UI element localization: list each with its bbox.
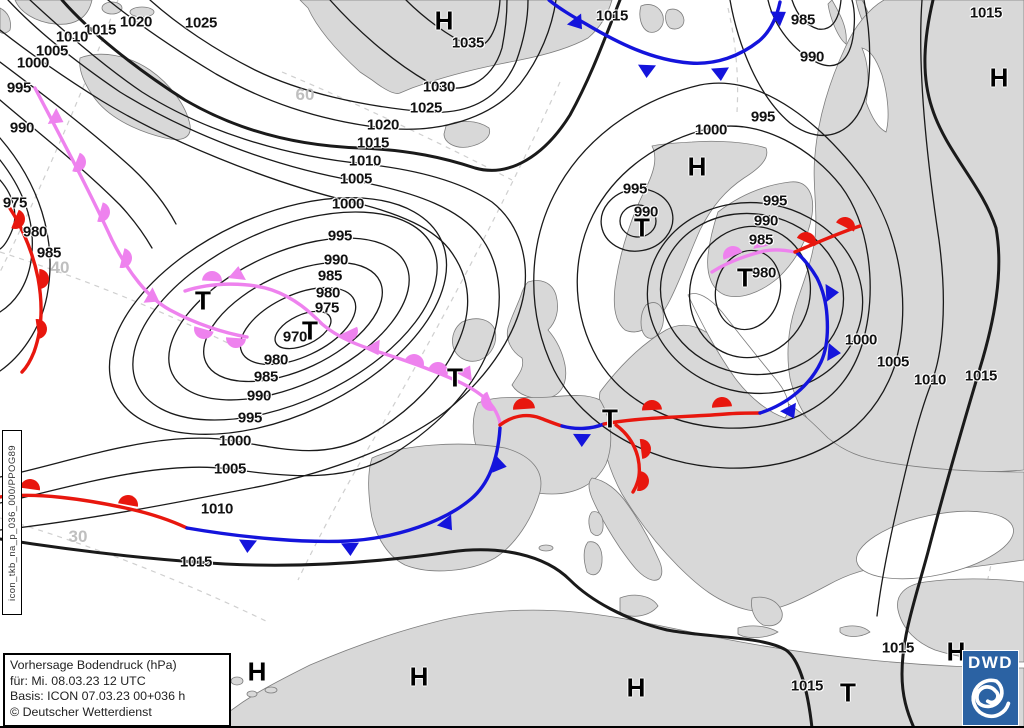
- product-id-label: icon_tkb_na_p_036_000/PPOG89: [6, 444, 18, 601]
- iberia: [368, 443, 542, 572]
- isobar-1005: [533, 82, 904, 469]
- sardinia: [583, 541, 603, 576]
- arctic-island: [129, 6, 155, 18]
- occluded-front-symbols: [47, 108, 771, 411]
- warm-front: [2, 198, 43, 374]
- isobar-1025: [149, 0, 529, 113]
- arctic-island: [827, 0, 847, 45]
- balearic-island: [538, 544, 554, 552]
- peloponnese: [751, 596, 783, 627]
- isobar-980: [0, 159, 33, 313]
- isobar-995: [600, 188, 674, 252]
- isobar-985: [791, 0, 842, 30]
- isobar-995: [646, 201, 864, 395]
- corsica: [588, 511, 604, 536]
- isobar-990: [0, 99, 153, 249]
- scandinavia: [613, 140, 768, 333]
- dwd-logo-text: DWD: [967, 653, 1014, 672]
- isobar-995: [0, 61, 177, 225]
- product-id-box: icon_tkb_na_p_036_000/PPOG89: [2, 430, 22, 615]
- arctic-island: [0, 7, 11, 34]
- isobar-1010: [0, 0, 527, 531]
- isobar-1030: [329, 0, 508, 89]
- canary-island: [246, 690, 258, 698]
- svalbard: [665, 8, 685, 30]
- isobar-970: [274, 310, 332, 350]
- labrador: [79, 53, 191, 140]
- isobar-975: [0, 179, 16, 250]
- cyprus: [839, 625, 871, 637]
- isobar-985: [168, 237, 410, 401]
- crete: [737, 625, 779, 638]
- cold-front: [560, 422, 606, 431]
- black-sea: [856, 510, 1014, 580]
- great-britain: [506, 280, 567, 399]
- chart-title: Vorhersage Bodendruck (hPa): [10, 658, 177, 672]
- isobar-985: [0, 137, 51, 372]
- isobar-995: [729, 0, 871, 137]
- isobar-1015: [0, 537, 814, 728]
- occluded-front: [33, 86, 249, 339]
- isobar-1015: [60, 0, 622, 172]
- greenland: [299, 0, 613, 94]
- isobar-1010: [876, 0, 944, 617]
- cold-front-symbols: [239, 11, 841, 556]
- isobar-985: [688, 225, 812, 359]
- isobar-975: [239, 286, 357, 366]
- isobar-1000: [576, 125, 871, 429]
- baltic-sea: [687, 293, 789, 419]
- arctic-island: [101, 1, 123, 15]
- sicily: [619, 594, 659, 617]
- canary-island: [264, 686, 278, 694]
- warm-front-symbols: [11, 209, 855, 507]
- warm-front: [602, 411, 762, 426]
- warm-front: [0, 493, 189, 530]
- isobar-1005: [0, 0, 500, 504]
- info-box: Vorhersage Bodendruck (hPa) für: Mi. 08.…: [3, 653, 231, 727]
- copyright: © Deutscher Wetterdienst: [10, 704, 152, 719]
- arctic-island: [14, 0, 93, 25]
- iceland: [443, 120, 491, 148]
- isobar-1035: [405, 0, 501, 48]
- isobar-995: [108, 197, 448, 435]
- cold-front: [185, 426, 502, 544]
- warm-front: [614, 423, 642, 494]
- isobar-990: [659, 212, 845, 376]
- front-layer: [0, 0, 862, 556]
- model-basis: Basis: ICON 07.03.23 00+036 h: [10, 689, 186, 704]
- isobar-990: [619, 204, 657, 238]
- dwd-logo: DWD: [962, 650, 1019, 726]
- isobar-1015: [900, 0, 1001, 728]
- valid-time: für: Mi. 08.03.23 12 UTC: [10, 673, 146, 688]
- italy: [588, 477, 663, 581]
- dwd-spiral-icon: [971, 678, 1010, 719]
- warm-front: [498, 413, 564, 428]
- isobar-990: [132, 211, 438, 421]
- isobar-980: [203, 261, 383, 383]
- occluded-front: [710, 248, 797, 274]
- canary-island: [230, 676, 244, 686]
- occluded-front: [183, 282, 502, 426]
- svalbard: [639, 4, 664, 33]
- north-africa: [209, 609, 1024, 728]
- isobar-1020: [107, 0, 557, 130]
- map-border: [0, 726, 1024, 728]
- isobar-990: [767, 0, 856, 67]
- isobar-layer: [0, 0, 1001, 728]
- cold-front: [758, 250, 830, 415]
- isobar-1000: [0, 29, 469, 478]
